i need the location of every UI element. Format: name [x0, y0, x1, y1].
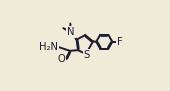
- Text: N: N: [67, 27, 75, 37]
- Text: H₂N: H₂N: [39, 42, 58, 52]
- Text: F: F: [117, 37, 123, 47]
- Text: O: O: [58, 54, 65, 64]
- Text: S: S: [84, 50, 90, 60]
